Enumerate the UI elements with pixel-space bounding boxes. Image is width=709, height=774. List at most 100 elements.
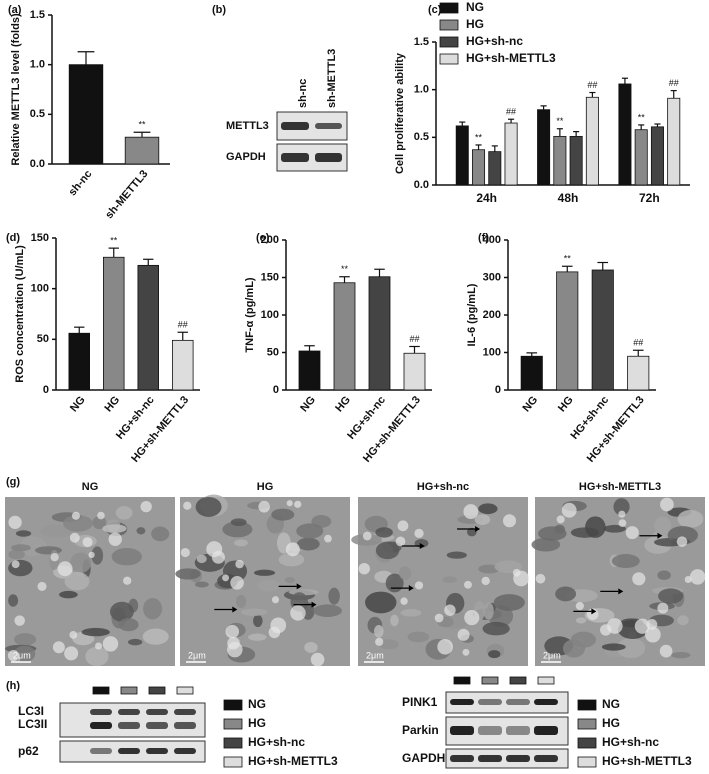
band [506,699,530,705]
organelle [616,637,646,659]
speck [634,618,650,634]
bar [627,355,650,391]
annotation: ## [587,80,597,90]
bar [333,282,356,391]
protein-label: LC3II [18,717,47,731]
speck [618,519,627,528]
y-axis-label: ROS concentration (U/mL) [14,245,26,383]
error-bar [632,349,644,357]
arrow-head [657,532,663,539]
speck [414,581,424,590]
annotation: ## [409,334,419,344]
annotation: ** [138,120,146,130]
organelle [236,594,247,609]
speck [271,596,280,604]
speck [140,500,152,513]
x-tick-label: 72h [639,191,660,205]
error-bar [133,131,151,138]
organelle [11,544,31,552]
bar [553,135,567,186]
legend-label: HG+sh-METTL3 [248,754,338,768]
annotation: ## [506,107,516,117]
annotation: ** [556,116,564,126]
lane-label: sh-nc [297,79,309,108]
speck [434,613,444,623]
protein-label: PINK1 [402,695,438,709]
blot-box [59,702,206,738]
panel-label: (c) [428,4,442,16]
y-tick-label: 50 [267,346,279,358]
speck [444,604,456,616]
micrograph-title: HG [257,481,274,493]
speck [463,504,479,519]
speck [211,550,225,564]
organelle [64,571,90,591]
organelle [184,536,196,549]
organelle [136,527,146,535]
organelle [538,526,567,541]
x-tick-label: sh-METTL3 [103,168,150,221]
organelle [611,554,640,569]
organelle [8,559,33,577]
organelle [102,524,127,533]
organelle [253,614,263,628]
legend-swatch [223,718,243,730]
organelle [601,643,626,651]
legend-label: HG [466,17,484,31]
organelle [8,594,19,607]
organelle [654,516,672,536]
y-tick-label: 1.0 [414,84,429,96]
organelle [555,586,577,602]
error-bar [459,121,466,126]
band [174,722,196,729]
speck [684,575,692,584]
band [450,755,474,762]
bar [137,264,159,391]
organelle [407,631,430,643]
organelle [478,503,498,515]
bar [618,83,632,186]
organelle [493,594,525,611]
band [315,123,342,129]
x-tick-label: 48h [558,191,579,205]
band [281,153,309,162]
annotation: ** [341,264,349,274]
arrow-head [618,588,624,595]
organelle [8,549,26,560]
error-bar [556,128,563,137]
organelle [13,645,36,663]
y-tick-label: 1.5 [30,9,45,21]
y-tick-label: 200 [483,309,501,321]
y-axis-label: IL-6 (pg/mL) [466,283,478,346]
bar [520,355,543,391]
speck [362,531,372,541]
legend-swatch [577,718,597,730]
legend-label: NG [602,697,620,711]
legend-swatch [577,756,597,768]
band [118,709,140,715]
micrographs: NG 2μm HG 2μm HG+sh-nc 2μm HG+sh-METTL3 2μm [5,481,706,667]
bar [171,339,194,391]
error-bar [638,124,645,130]
organelle [85,646,109,667]
y-tick-label: 300 [483,271,501,283]
scale-bar-label: 2μm [366,650,384,660]
organelle [304,641,318,653]
protein-label: GAPDH [402,751,445,765]
speck [556,515,565,524]
legend-swatch [223,756,243,768]
band [450,726,474,735]
speck [123,576,132,585]
speck [50,553,59,562]
annotation: ## [669,78,679,88]
bar [556,271,579,391]
speck [358,562,370,575]
annotation: ## [178,320,188,330]
annotation: ** [638,112,646,122]
error-bar [573,131,580,137]
organelle [375,541,400,560]
legend-label: HG+sh-nc [248,735,305,749]
y-tick-label: 100 [483,346,501,358]
organelle [531,537,561,552]
bar [368,276,391,391]
